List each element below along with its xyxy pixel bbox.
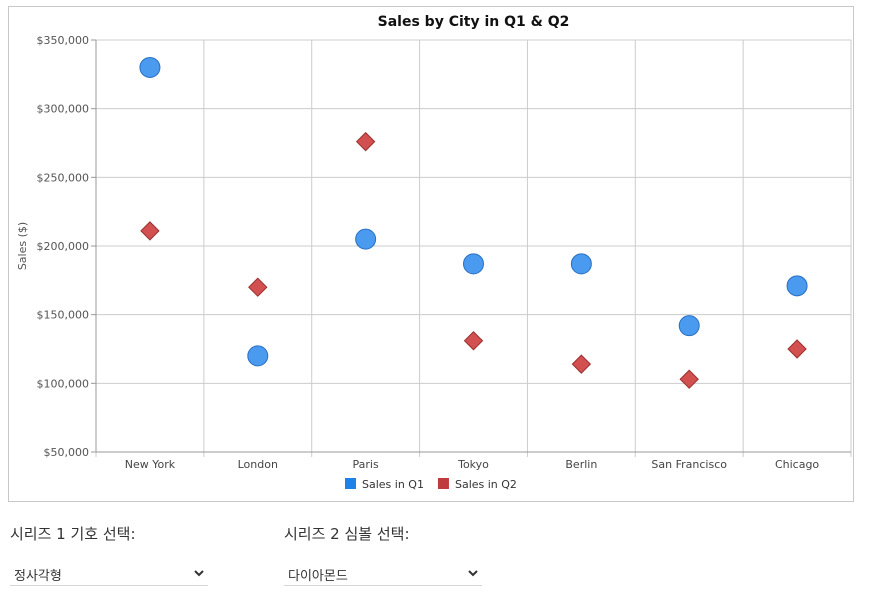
y-tick-label: $250,000 bbox=[37, 171, 90, 184]
series2-point bbox=[787, 339, 807, 359]
chart-title: Sales by City in Q1 & Q2 bbox=[378, 14, 570, 30]
series2-control: 시리즈 2 심볼 선택: 다이아몬드 bbox=[284, 522, 482, 586]
series1-point bbox=[463, 253, 484, 275]
series1-point bbox=[678, 315, 700, 337]
x-tick-label: Tokyo bbox=[457, 458, 489, 471]
x-tick-label: Chicago bbox=[775, 458, 819, 471]
x-tick-label: Berlin bbox=[565, 458, 597, 471]
series1-symbol-value: 정사각형 bbox=[14, 569, 62, 584]
series1-point bbox=[139, 56, 161, 78]
x-tick-label: New York bbox=[125, 458, 176, 471]
series1-symbol-select[interactable]: 정사각형 bbox=[10, 562, 208, 586]
chevron-down-icon bbox=[194, 570, 204, 577]
y-tick-label: $200,000 bbox=[37, 240, 90, 253]
series2-point bbox=[571, 354, 592, 374]
symbol-controls: 시리즈 1 기호 선택: 정사각형 시리즈 2 심볼 선택: 다이아몬드 bbox=[0, 522, 870, 602]
series2-point bbox=[140, 221, 160, 241]
series1-control: 시리즈 1 기호 선택: 정사각형 bbox=[10, 522, 208, 586]
y-tick-label: $100,000 bbox=[37, 377, 90, 390]
series1-point bbox=[570, 253, 592, 275]
series2-symbol-label: 시리즈 2 심볼 선택: bbox=[284, 525, 410, 543]
legend-label: Sales in Q2 bbox=[455, 478, 517, 491]
y-tick-label: $50,000 bbox=[44, 446, 90, 459]
legend-swatch bbox=[345, 478, 356, 489]
series1-symbol-label: 시리즈 1 기호 선택: bbox=[10, 525, 136, 543]
scatter-chart: Sales by City in Q1 & Q2 $50,000 $100,000 $… bbox=[16, 14, 852, 491]
x-tick-label: Paris bbox=[353, 458, 379, 471]
legend-swatch bbox=[437, 478, 449, 489]
chart-frame: Sales by City in Q1 & Q2 $50,000 $100,000 $… bbox=[8, 6, 854, 502]
chevron-down-icon bbox=[468, 570, 478, 577]
series2-point bbox=[355, 131, 376, 152]
series2-point bbox=[679, 369, 699, 389]
series2-symbol-value: 다이아몬드 bbox=[288, 569, 348, 584]
x-tick-label: San Francisco bbox=[651, 458, 727, 471]
y-tick-label: $350,000 bbox=[37, 34, 90, 47]
x-tick-label: London bbox=[238, 458, 278, 471]
series2-symbol-select[interactable]: 다이아몬드 bbox=[284, 562, 482, 586]
series2-point bbox=[248, 277, 268, 297]
series1-point bbox=[786, 275, 808, 297]
legend-label: Sales in Q1 bbox=[362, 478, 424, 491]
series1-point bbox=[247, 345, 269, 367]
series1-point bbox=[355, 228, 377, 250]
y-tick-label: $300,000 bbox=[37, 103, 90, 116]
y-axis-label: Sales ($) bbox=[16, 222, 29, 270]
series2-point bbox=[463, 331, 484, 351]
y-tick-label: $150,000 bbox=[37, 309, 90, 322]
